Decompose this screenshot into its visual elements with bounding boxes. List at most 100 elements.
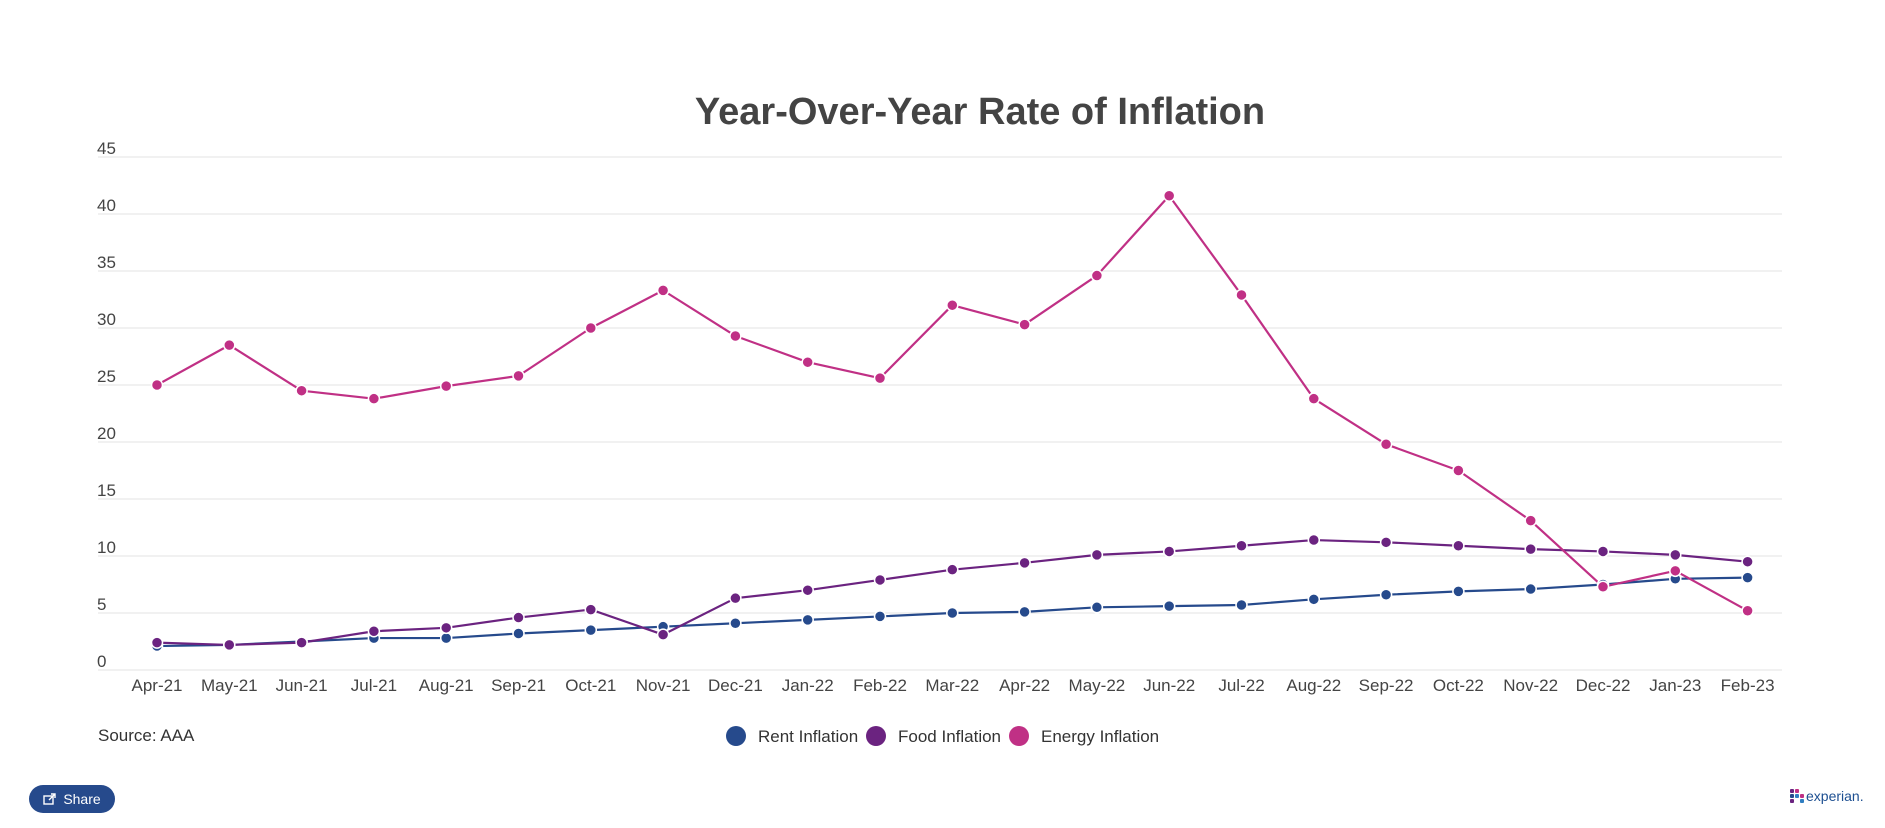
data-point[interactable] (439, 631, 453, 645)
legend-label: Food Inflation (898, 727, 1001, 746)
data-point[interactable] (584, 321, 598, 335)
x-tick-label: Dec-22 (1576, 676, 1631, 695)
data-point[interactable] (1741, 555, 1754, 568)
data-point[interactable] (1162, 599, 1176, 613)
data-point[interactable] (1524, 542, 1537, 556)
y-tick-label: 25 (97, 367, 116, 386)
logo-dots-icon (1790, 789, 1804, 803)
data-point[interactable] (1235, 288, 1248, 302)
data-point[interactable] (1018, 318, 1031, 331)
y-tick-label: 20 (97, 424, 116, 443)
share-label: Share (63, 791, 101, 807)
data-point[interactable] (656, 628, 670, 641)
data-point[interactable] (1018, 556, 1031, 570)
x-tick-label: Aug-21 (419, 676, 474, 695)
data-point[interactable] (150, 378, 164, 392)
data-point[interactable] (801, 583, 814, 597)
data-point[interactable] (1307, 533, 1321, 547)
data-point[interactable] (1235, 539, 1248, 552)
data-point[interactable] (729, 329, 742, 343)
legend-item[interactable]: Rent Inflation (726, 726, 858, 746)
data-point[interactable] (584, 623, 598, 637)
x-tick-label: Sep-21 (491, 676, 546, 695)
data-point[interactable] (584, 603, 598, 616)
data-point[interactable] (1090, 548, 1104, 562)
data-point[interactable] (946, 563, 959, 576)
data-point[interactable] (1162, 545, 1176, 558)
x-tick-label: Jun-22 (1143, 676, 1195, 695)
x-tick-label: Aug-22 (1286, 676, 1341, 695)
data-point[interactable] (1307, 392, 1321, 405)
data-point[interactable] (1669, 548, 1682, 562)
data-point[interactable] (946, 298, 959, 312)
legend-item[interactable]: Food Inflation (866, 726, 1001, 746)
data-point[interactable] (946, 606, 959, 620)
data-point[interactable] (295, 636, 308, 649)
y-tick-label: 30 (97, 310, 116, 329)
logo-text: experian. (1806, 788, 1864, 804)
data-point[interactable] (1524, 582, 1537, 596)
data-point[interactable] (729, 617, 742, 630)
legend-swatch (1009, 726, 1029, 746)
data-point[interactable] (1379, 588, 1393, 602)
data-point[interactable] (223, 638, 236, 652)
data-point[interactable] (367, 624, 381, 638)
data-point[interactable] (1596, 580, 1610, 594)
data-point[interactable] (1090, 269, 1104, 282)
data-point[interactable] (1235, 598, 1248, 612)
x-tick-label: Oct-22 (1433, 676, 1484, 695)
data-point[interactable] (512, 369, 525, 383)
legend-item[interactable]: Energy Inflation (1009, 726, 1159, 746)
y-tick-label: 5 (97, 595, 106, 614)
data-point[interactable] (873, 610, 887, 623)
y-tick-label: 10 (97, 538, 116, 557)
data-point[interactable] (1090, 601, 1104, 614)
data-point[interactable] (873, 371, 887, 385)
legend-label: Rent Inflation (758, 727, 858, 746)
data-point[interactable] (512, 611, 525, 624)
data-point[interactable] (1162, 189, 1176, 203)
series-lines (156, 194, 1749, 648)
data-point[interactable] (512, 627, 525, 640)
share-button[interactable]: Share (29, 785, 115, 813)
x-tick-label: Feb-22 (853, 676, 907, 695)
experian-logo[interactable]: experian. (1790, 788, 1864, 804)
data-point[interactable] (1452, 539, 1465, 552)
data-point[interactable] (801, 613, 814, 627)
data-point[interactable] (1018, 605, 1031, 619)
data-point[interactable] (1669, 564, 1682, 578)
data-point[interactable] (150, 636, 164, 649)
share-icon (43, 793, 57, 805)
data-point[interactable] (1379, 536, 1393, 549)
data-point[interactable] (1307, 593, 1321, 606)
data-point[interactable] (367, 392, 381, 405)
data-point[interactable] (801, 355, 814, 369)
x-tick-label: May-21 (201, 676, 258, 695)
data-point[interactable] (1452, 464, 1465, 477)
data-point[interactable] (223, 338, 236, 352)
data-point[interactable] (1379, 438, 1393, 451)
x-tick-label: Apr-21 (131, 676, 182, 695)
data-point[interactable] (1741, 571, 1754, 584)
y-tick-label: 45 (97, 139, 116, 158)
y-axis: 0 5 10 15 20 25 30 35 40 45 (97, 139, 116, 671)
data-point[interactable] (729, 591, 742, 605)
data-point[interactable] (1741, 604, 1754, 617)
x-tick-label: Nov-21 (636, 676, 691, 695)
data-point[interactable] (656, 284, 670, 297)
data-point[interactable] (439, 621, 453, 635)
data-point[interactable] (873, 573, 887, 587)
data-point[interactable] (1452, 585, 1465, 598)
x-tick-label: Feb-23 (1721, 676, 1775, 695)
data-point[interactable] (1524, 514, 1537, 527)
chart-title: Year-Over-Year Rate of Inflation (695, 91, 1265, 133)
data-point[interactable] (1596, 545, 1610, 558)
data-point[interactable] (439, 379, 453, 393)
x-tick-label: Dec-21 (708, 676, 763, 695)
data-point[interactable] (295, 384, 308, 397)
x-tick-label: Nov-22 (1503, 676, 1558, 695)
x-tick-label: Jan-22 (782, 676, 834, 695)
series-markers (150, 189, 1754, 653)
y-tick-label: 0 (97, 652, 106, 671)
